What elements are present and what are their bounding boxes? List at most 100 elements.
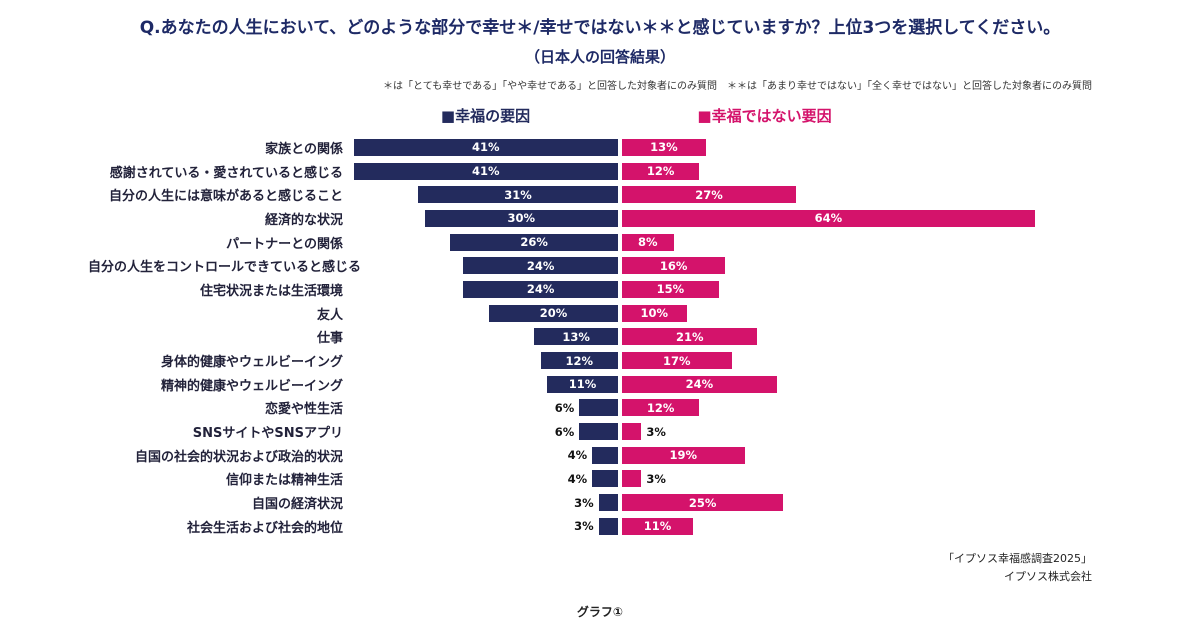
category-label: 自分の人生には意味があると感じること (108, 189, 343, 205)
unhappy-bar: 10% (622, 304, 687, 322)
happy-value-label: 3% (574, 519, 594, 534)
category-label: 社会生活および社会的地位 (186, 520, 343, 536)
happy-bar-area: 11% (353, 375, 618, 393)
chart-row: 感謝されている・愛されていると感じる 41% 12% (88, 159, 1200, 183)
category-label: 友人 (316, 307, 343, 323)
happy-bar-area: 24% (353, 280, 618, 298)
unhappy-bar-area: 17% (622, 352, 1037, 370)
chart-row: 信仰または精神生活 4% 3% (88, 467, 1200, 491)
category-label: SNSサイトやSNSアプリ (192, 426, 343, 442)
unhappy-bar (622, 423, 642, 441)
chart-row: 友人 20% 10% (88, 301, 1200, 325)
happy-value-label: 4% (567, 471, 588, 486)
happy-bar: 24% (463, 257, 618, 275)
chart-row: 家族との関係 41% 13% (88, 136, 1200, 160)
happy-bar: 13% (534, 328, 618, 346)
happy-bar: 20% (489, 304, 618, 322)
unhappy-bar-area: 24% (622, 375, 1037, 393)
happy-bar (592, 446, 618, 464)
unhappy-value-label: 3% (646, 471, 666, 486)
happy-bar: 26% (450, 233, 618, 251)
chart-row: 精神的健康やウェルビーイング 11% 24% (88, 372, 1200, 396)
happy-bar-area: 24% (353, 257, 618, 275)
unhappy-bar: 17% (622, 352, 732, 370)
category-label: 自分の人生をコントロールできていると感じる (88, 260, 362, 276)
unhappy-bar: 12% (622, 399, 700, 417)
happy-bar (579, 399, 618, 417)
category-label: 住宅状況または生活環境 (199, 283, 343, 299)
unhappy-bar-area: 19% (622, 446, 1037, 464)
chart-title: Q.あなたの人生において、どのような部分で幸せ＊/幸せではない＊＊と感じています… (139, 18, 1061, 38)
diverging-bar-chart: ■幸福の要因 ■幸福ではない要因 家族との関係 41% 13% 感謝されている・愛され… (88, 106, 1200, 539)
unhappy-bar-area: 16% (622, 257, 1037, 275)
unhappy-bar-area: 10% (622, 304, 1037, 322)
happy-bar: 30% (424, 209, 618, 227)
source-line2: イプソス株式会社 (1004, 569, 1092, 583)
chart-footnote: ＊は「とても幸せである」「やや幸せである」と回答した対象者にのみ質問 ＊＊は「あ… (383, 80, 1092, 92)
unhappy-bar: 13% (622, 138, 706, 156)
happy-bar: 11% (547, 375, 618, 393)
happy-bar: 12% (540, 352, 618, 370)
category-label: 自国の経済状況 (251, 497, 343, 513)
happy-bar (579, 423, 618, 441)
unhappy-bar-area: 3% (622, 423, 1037, 441)
category-label: 身体的健康やウェルビーイング (160, 355, 343, 371)
happy-value-label: 6% (554, 424, 575, 439)
chart-row: 仕事 13% 21% (88, 325, 1200, 349)
happy-bar-area: 26% (353, 233, 618, 251)
happy-value-label: 3% (574, 495, 594, 510)
unhappy-bar: 24% (622, 375, 777, 393)
unhappy-bar-area: 3% (622, 470, 1037, 488)
category-label: パートナーとの関係 (226, 236, 343, 252)
happy-bar (598, 494, 618, 512)
happy-value-label: 4% (567, 448, 588, 463)
chart-row: 自国の経済状況 3% 25% (88, 491, 1200, 515)
unhappy-bar-area: 11% (622, 517, 1037, 535)
happy-bar (598, 517, 618, 535)
source-credit: 「イプソス幸福感調査2025」 イプソス株式会社 (0, 550, 1200, 585)
unhappy-bar-area: 8% (622, 233, 1037, 251)
unhappy-bar-area: 15% (622, 280, 1037, 298)
unhappy-bar-area: 25% (622, 494, 1037, 512)
unhappy-bar: 19% (622, 446, 745, 464)
unhappy-bar: 64% (622, 209, 1035, 227)
happy-bar-area: 12% (353, 352, 618, 370)
unhappy-bar: 11% (622, 517, 693, 535)
happy-bar-area: 30% (353, 209, 618, 227)
unhappy-bar (622, 470, 642, 488)
happy-bar-area: 4% (353, 470, 618, 488)
happy-bar-area: 20% (353, 304, 618, 322)
unhappy-bar-area: 27% (622, 186, 1037, 204)
unhappy-bar-area: 13% (622, 138, 1037, 156)
unhappy-bar: 27% (622, 186, 797, 204)
category-label: 感謝されている・愛されていると感じる (109, 165, 343, 181)
figure-caption: グラフ① (576, 605, 624, 619)
happy-bar: 41% (353, 138, 618, 156)
category-label: 恋愛や性生活 (264, 402, 343, 418)
legend-happy: ■幸福の要因 (440, 107, 531, 125)
category-label: 信仰または精神生活 (225, 473, 343, 489)
chart-row: 自分の人生には意味があると感じること 31% 27% (88, 183, 1200, 207)
happy-bar-area: 6% (353, 399, 618, 417)
happy-bar-area: 41% (353, 162, 618, 180)
happy-bar-area: 41% (353, 138, 618, 156)
unhappy-bar-area: 64% (622, 209, 1037, 227)
source-line1: 「イプソス幸福感調査2025」 (943, 552, 1092, 566)
unhappy-bar-area: 12% (622, 399, 1037, 417)
unhappy-bar: 16% (622, 257, 726, 275)
chart-row: 身体的健康やウェルビーイング 12% 17% (88, 349, 1200, 373)
category-label: 精神的健康やウェルビーイング (160, 378, 343, 394)
category-label: 経済的な状況 (264, 212, 343, 228)
chart-row: パートナーとの関係 26% 8% (88, 230, 1200, 254)
category-label: 自国の社会的状況および政治的状況 (134, 449, 343, 465)
happy-bar-area: 4% (353, 446, 618, 464)
unhappy-bar: 15% (622, 280, 719, 298)
legend: ■幸福の要因 ■幸福ではない要因 (88, 106, 1200, 126)
chart-row: SNSサイトやSNSアプリ 6% 3% (88, 420, 1200, 444)
unhappy-value-label: 3% (646, 424, 666, 439)
unhappy-bar: 21% (622, 328, 758, 346)
unhappy-bar: 8% (622, 233, 674, 251)
happy-bar-area: 6% (353, 423, 618, 441)
happy-bar: 31% (418, 186, 618, 204)
chart-row: 恋愛や性生活 6% 12% (88, 396, 1200, 420)
